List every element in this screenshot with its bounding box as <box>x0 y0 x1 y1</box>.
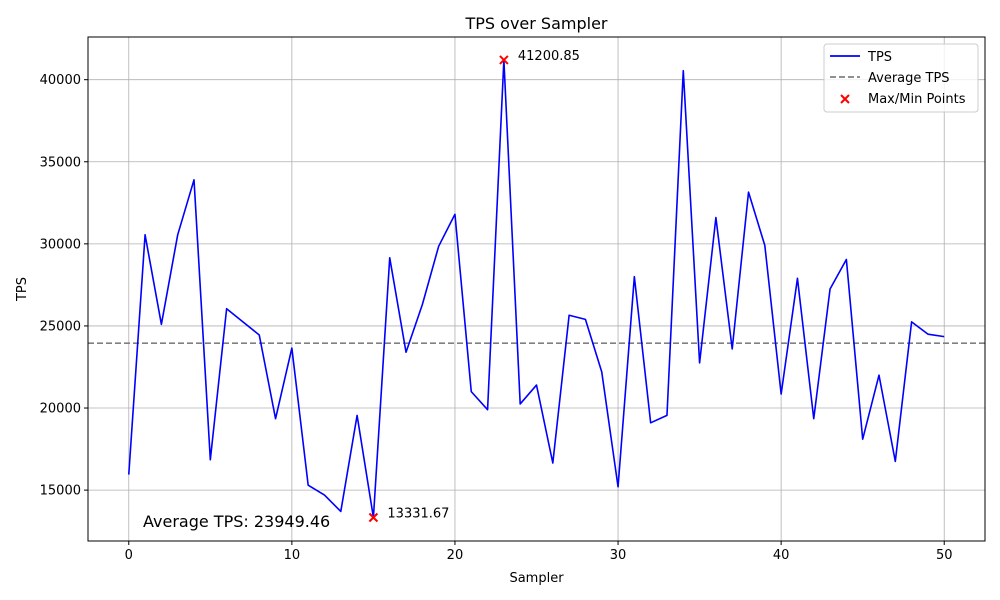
series-group <box>127 59 945 519</box>
legend-entry-tps: TPS <box>867 50 892 65</box>
grid <box>88 37 985 541</box>
y-tick-label: 35000 <box>40 155 81 170</box>
legend-entry-average: Average TPS <box>868 71 950 86</box>
x-axis-label: Sampler <box>509 571 564 586</box>
x-tick-label: 30 <box>610 548 627 563</box>
x-tick-label: 20 <box>447 548 464 563</box>
plot-frame <box>87 36 986 542</box>
x-ticks: 0 10 20 30 40 50 <box>125 541 953 563</box>
chart-title: TPS over Sampler <box>465 14 608 33</box>
extreme-point-label: 41200.85 <box>518 49 580 64</box>
x-tick-label: 50 <box>936 548 953 563</box>
average-annotation: Average TPS: 23949.46 <box>143 512 330 531</box>
extreme-point-marker <box>368 512 379 523</box>
legend: TPS Average TPS Max/Min Points <box>823 43 979 113</box>
extremes-group: 41200.85 13331.67 <box>368 49 580 523</box>
x-tick-label: 40 <box>773 548 790 563</box>
extreme-point-label: 13331.67 <box>387 506 449 521</box>
x-tick-label: 0 <box>125 548 133 563</box>
y-tick-label: 20000 <box>40 402 81 417</box>
legend-box <box>823 43 979 113</box>
legend-entry-extremes: Max/Min Points <box>868 92 966 107</box>
y-tick-label: 25000 <box>40 319 81 334</box>
y-tick-label: 30000 <box>40 237 81 252</box>
marker-stroke <box>368 512 379 523</box>
x-tick-label: 10 <box>284 548 301 563</box>
extreme-point-marker <box>499 55 509 65</box>
marker-stroke <box>499 55 509 65</box>
y-tick-label: 15000 <box>40 484 81 499</box>
y-ticks: 15000 20000 25000 30000 35000 40000 <box>40 73 88 499</box>
y-tick-label: 40000 <box>40 73 81 88</box>
y-axis-label: TPS <box>15 277 30 302</box>
series-line-tps <box>127 59 945 519</box>
legend-swatch-extremes <box>840 94 850 104</box>
